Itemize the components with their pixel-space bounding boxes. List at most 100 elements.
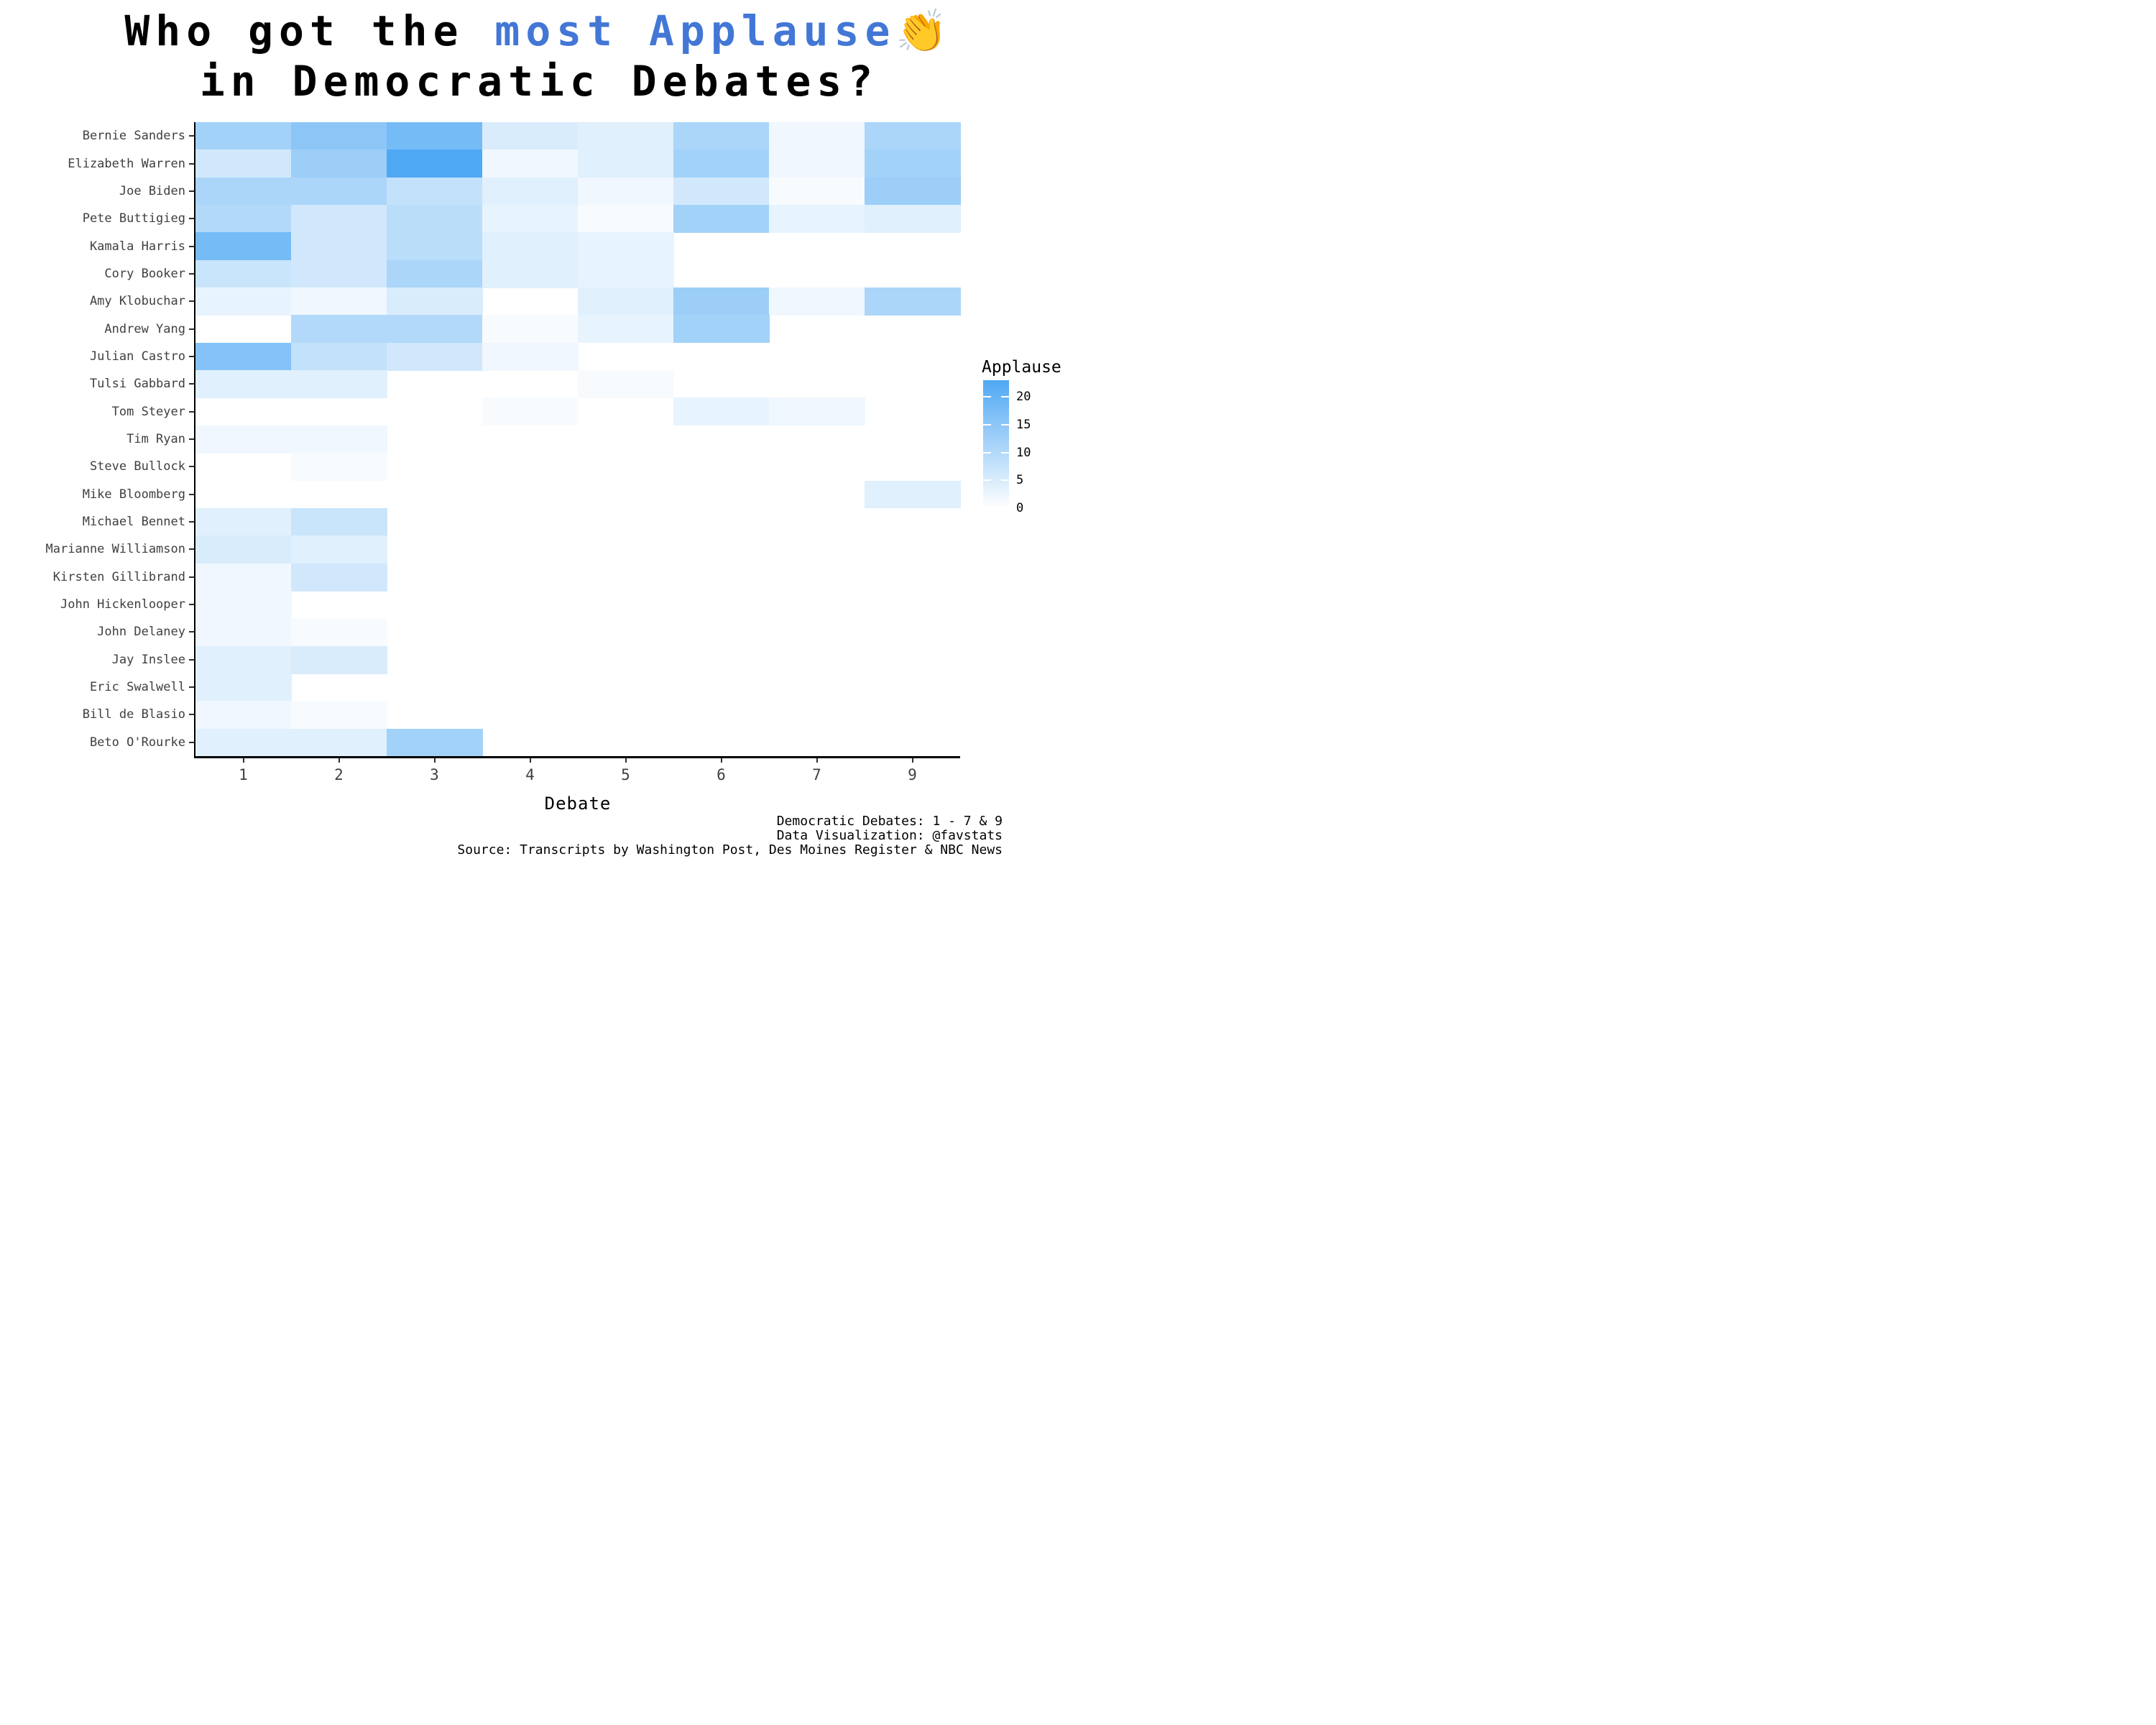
y-axis-tick (189, 245, 195, 247)
legend-title: Applause (982, 358, 1061, 377)
y-axis-label: Jay Inslee (111, 652, 185, 667)
heatmap-cell (482, 342, 579, 371)
y-axis-tick (189, 162, 195, 165)
heatmap-cell (291, 177, 387, 206)
y-axis-label: Steve Bullock (89, 459, 185, 474)
heatmap-cell (387, 259, 483, 288)
heatmap-cell (578, 205, 674, 233)
heatmap-cell (865, 177, 961, 206)
y-axis-tick (189, 272, 195, 275)
heatmap-cell (195, 701, 292, 730)
legend-tick-dash (1001, 423, 1009, 426)
heatmap-cell (387, 150, 483, 178)
y-axis-tick (189, 190, 195, 192)
y-axis-label: Kirsten Gillibrand (52, 569, 185, 584)
y-axis-label: Eric Swalwell (89, 680, 185, 695)
legend-tick-label: 15 (1016, 417, 1031, 432)
heatmap-cell (291, 122, 387, 150)
heatmap-cell (673, 122, 770, 150)
x-axis-tick (911, 757, 913, 763)
heatmap-cell (291, 618, 387, 647)
heatmap-cell (291, 425, 387, 454)
x-axis-label: 1 (239, 766, 248, 783)
x-axis-tick (529, 757, 531, 763)
y-axis-label: John Hickenlooper (60, 597, 185, 612)
x-axis-tick (433, 757, 436, 763)
y-axis-tick (189, 741, 195, 743)
x-axis-label: 6 (717, 766, 726, 783)
title-prefix: Who got the (124, 6, 495, 55)
y-axis-tick (189, 521, 195, 523)
heatmap-cell (769, 122, 865, 150)
legend-tick-dash (983, 423, 991, 426)
legend-tick-label: 20 (1016, 390, 1031, 405)
heatmap-cell (291, 315, 387, 344)
heatmap-cell (482, 232, 579, 261)
heatmap-cell (673, 150, 770, 178)
y-axis-tick (189, 328, 195, 330)
heatmap-cell (387, 232, 483, 261)
heatmap-cell (195, 507, 292, 536)
heatmap-cell (291, 150, 387, 178)
heatmap-cell (482, 150, 579, 178)
caption-line: Data Visualization: @favstats (776, 828, 1003, 843)
y-axis-label: Bill de Blasio (82, 707, 185, 722)
heatmap-cell (769, 150, 865, 178)
legend-tick-dash (983, 396, 991, 398)
x-axis-tick (816, 757, 818, 763)
heatmap-cell (387, 288, 483, 316)
heatmap-cell (673, 315, 770, 344)
y-axis-tick (189, 410, 195, 413)
heatmap-cell (387, 205, 483, 233)
y-axis-tick (189, 466, 195, 468)
heatmap-cell (578, 315, 674, 344)
chart-title-line1: Who got the most Applause👏 (0, 6, 1078, 56)
y-axis-tick (189, 300, 195, 303)
heatmap-cell (578, 259, 674, 288)
heatmap-cell (195, 259, 292, 288)
y-axis-label: Pete Buttigieg (82, 211, 185, 226)
heatmap-cell (195, 618, 292, 647)
applause-heatmap-figure: Who got the most Applause👏 in Democratic… (0, 0, 1078, 862)
chart-title: Who got the most Applause👏 in Democratic… (0, 6, 1078, 106)
heatmap-cell (291, 645, 387, 674)
x-axis-label: 2 (334, 766, 344, 783)
x-axis-label: 3 (430, 766, 439, 783)
heatmap-cell (578, 177, 674, 206)
y-axis-tick (189, 355, 195, 357)
heatmap-cell (291, 535, 387, 564)
heatmap-cell (195, 205, 292, 233)
heatmap-cell (578, 370, 674, 399)
heatmap-cell (291, 507, 387, 536)
y-axis-tick (189, 686, 195, 689)
x-axis-tick (720, 757, 722, 763)
heatmap-panel (195, 122, 961, 757)
heatmap-cell (195, 425, 292, 454)
heatmap-cell (482, 205, 579, 233)
y-axis-tick (189, 135, 195, 137)
heatmap-cell (482, 397, 579, 426)
title-highlight: most Applause (494, 6, 896, 55)
heatmap-cell (865, 480, 961, 509)
heatmap-cell (387, 122, 483, 150)
y-axis-line (194, 122, 195, 758)
y-axis-label: Beto O'Rourke (89, 735, 185, 750)
legend-tick-dash (1001, 451, 1009, 454)
caption-line: Democratic Debates: 1 - 7 & 9 (776, 814, 1003, 829)
heatmap-cell (865, 205, 961, 233)
heatmap-cell (195, 563, 292, 592)
heatmap-cell (291, 259, 387, 288)
heatmap-cell (291, 205, 387, 233)
heatmap-cell (291, 728, 387, 757)
heatmap-cell (291, 701, 387, 730)
legend-tick-dash (1001, 479, 1009, 482)
heatmap-cell (673, 397, 770, 426)
y-axis-label: Elizabeth Warren (68, 156, 185, 171)
x-axis-tick (625, 757, 627, 763)
heatmap-cell (387, 728, 483, 757)
heatmap-cell (195, 645, 292, 674)
legend-tick-dash (983, 451, 991, 454)
heatmap-cell (291, 370, 387, 399)
heatmap-cell (769, 205, 865, 233)
legend-gradient-bar (983, 380, 1009, 508)
